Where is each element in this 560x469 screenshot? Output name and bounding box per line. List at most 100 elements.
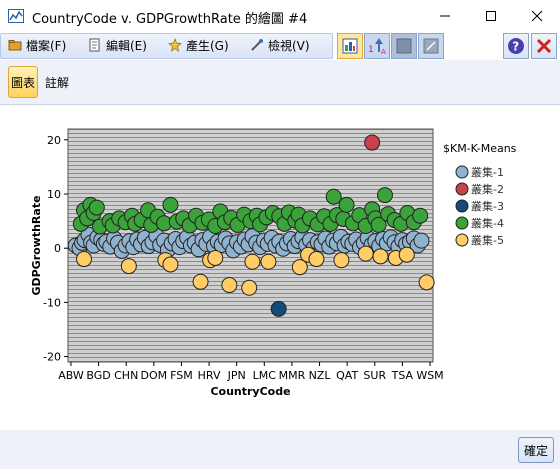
footer-bar xyxy=(0,430,560,469)
svg-text:A: A xyxy=(381,48,386,56)
scatter-point-cluster-3 xyxy=(270,300,287,317)
x-tick-label: QAT xyxy=(336,369,358,382)
x-tick-label: BGD xyxy=(86,369,110,382)
scatter-chart: -20 -10 0 10 20 ABW BGD CHN DOM FSM HRV JPN LMC MMR N… xyxy=(30,128,517,398)
scatter-point-cluster-5 xyxy=(308,251,325,268)
scatter-point-cluster-5 xyxy=(244,253,261,270)
x-tick-label: SUR xyxy=(363,369,386,382)
close-icon xyxy=(536,38,552,54)
folder-icon xyxy=(8,40,22,51)
scatter-point-cluster-5 xyxy=(120,258,137,275)
minimize-icon xyxy=(440,15,450,17)
x-tick-label: MMR xyxy=(279,369,306,382)
legend-entry: 叢集-2 xyxy=(471,182,504,196)
view-toggle-icon xyxy=(396,38,412,54)
scatter-point-cluster-1 xyxy=(413,232,430,249)
tab-annotation[interactable]: 註解 xyxy=(44,75,69,90)
tab-chart[interactable]: 圖表 xyxy=(8,66,38,98)
y-tick-label: -20 xyxy=(43,351,61,364)
scatter-point-cluster-4 xyxy=(88,199,105,216)
legend-entry: 叢集-4 xyxy=(471,216,504,230)
legend-swatch xyxy=(455,165,469,179)
menu-group xyxy=(0,33,333,59)
x-tick-label: HRV xyxy=(198,369,221,382)
legend-swatch xyxy=(455,199,469,213)
menu-view[interactable]: 檢視(V) xyxy=(250,36,310,54)
window-close-button[interactable] xyxy=(514,0,560,32)
scatter-point-cluster-4 xyxy=(325,188,342,205)
maximize-button[interactable] xyxy=(468,0,514,32)
tab-strip: 圖表 註解 xyxy=(0,60,560,105)
scatter-point-cluster-5 xyxy=(357,245,374,262)
chart-options-button[interactable] xyxy=(337,33,363,59)
svg-text:1: 1 xyxy=(368,45,374,55)
y-axis-label: GDPGrowthRate xyxy=(30,195,43,295)
help-icon: ? xyxy=(508,38,524,54)
x-tick-label: ABW xyxy=(58,369,84,382)
scatter-point-cluster-5 xyxy=(372,248,389,265)
svg-text:?: ? xyxy=(512,40,519,54)
x-tick-label: LMC xyxy=(253,369,277,382)
scatter-point-cluster-5 xyxy=(192,273,209,290)
menu-generate-label: 產生(G) xyxy=(186,38,229,53)
scatter-point-cluster-5 xyxy=(291,259,308,276)
menu-edit[interactable]: 編輯(E) xyxy=(88,36,147,54)
x-tick-label: CHN xyxy=(114,369,138,382)
scatter-point-cluster-4 xyxy=(412,207,429,224)
resize-icon xyxy=(423,38,439,54)
scatter-point-cluster-4 xyxy=(338,196,355,213)
scatter-point-cluster-5 xyxy=(241,279,258,296)
x-axis-label: CountryCode xyxy=(210,385,290,398)
view-icon xyxy=(251,39,263,51)
chart-panel: -20 -10 0 10 20 ABW BGD CHN DOM FSM HRV JPN LMC MMR N… xyxy=(0,105,560,430)
legend-entry: 叢集-1 xyxy=(471,165,504,179)
x-tick-label: JPN xyxy=(227,369,246,382)
x-tick-label: NZL xyxy=(309,369,332,382)
generate-icon xyxy=(168,38,182,52)
resize-button[interactable] xyxy=(418,33,444,59)
y-tick-label: 0 xyxy=(54,242,61,255)
ok-button[interactable]: 確定 xyxy=(518,437,554,463)
help-button[interactable]: ? xyxy=(503,33,529,59)
scatter-point-cluster-5 xyxy=(162,256,179,273)
menu-generate[interactable]: 產生(G) xyxy=(168,36,229,54)
legend-swatch xyxy=(455,216,469,230)
chart-app-icon xyxy=(8,9,24,23)
legend-entry: 叢集-3 xyxy=(471,199,504,213)
view-toggle-button[interactable] xyxy=(391,33,417,59)
x-tick-label: DOM xyxy=(141,369,168,382)
chart-options-icon xyxy=(342,38,358,54)
close-button[interactable] xyxy=(531,33,557,59)
y-tick-label: 10 xyxy=(47,188,61,201)
menu-view-label: 檢視(V) xyxy=(268,38,310,53)
scatter-point-cluster-5 xyxy=(418,274,435,291)
minimize-button[interactable] xyxy=(422,0,468,32)
x-tick-label: TSA xyxy=(391,369,414,382)
menu-bar: 檔案(F) 編輯(E) 產生(G) 檢視(V) 1 xyxy=(0,32,560,60)
scatter-point-cluster-4 xyxy=(376,187,393,204)
maximize-icon xyxy=(486,11,496,21)
scatter-point-cluster-2 xyxy=(364,134,381,151)
scatter-point-cluster-4 xyxy=(370,216,387,233)
scatter-point-cluster-5 xyxy=(207,249,224,266)
x-tick-label: WSM xyxy=(416,369,443,382)
menu-edit-label: 編輯(E) xyxy=(106,38,147,53)
y-tick-label: -10 xyxy=(43,296,61,309)
legend-entry: 叢集-5 xyxy=(471,233,504,247)
menu-file-label: 檔案(F) xyxy=(26,38,67,53)
scatter-point-cluster-5 xyxy=(398,246,415,263)
scatter-point-cluster-4 xyxy=(162,196,179,213)
legend: $KM-K-Means 叢集-1 叢集-2 叢集-3 叢集-4 叢集-5 xyxy=(443,142,517,247)
sort-button[interactable]: 1 A xyxy=(364,33,390,59)
edit-icon xyxy=(89,38,100,52)
menu-file[interactable]: 檔案(F) xyxy=(8,36,66,54)
y-tick-label: 20 xyxy=(47,134,61,147)
scatter-point-cluster-5 xyxy=(76,251,93,268)
legend-title: $KM-K-Means xyxy=(443,142,517,155)
x-tick-label: FSM xyxy=(170,369,193,382)
window-title: CountryCode v. GDPGrowthRate 的繪圖 #4 xyxy=(32,12,308,27)
legend-swatch xyxy=(455,182,469,196)
sort-icon: 1 A xyxy=(368,38,386,56)
window-close-icon xyxy=(531,10,543,22)
legend-swatch xyxy=(455,233,469,247)
